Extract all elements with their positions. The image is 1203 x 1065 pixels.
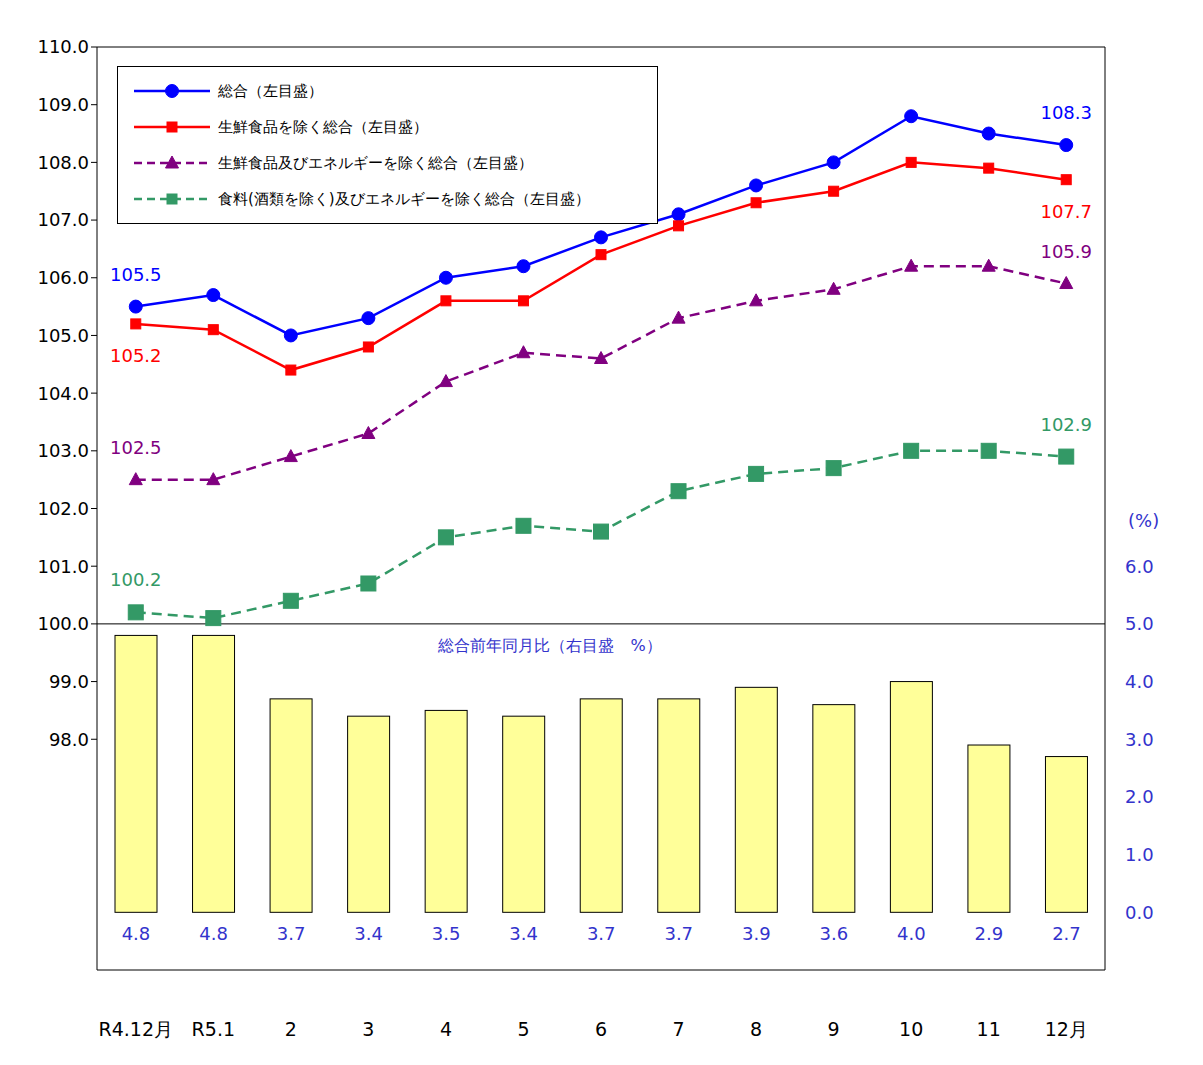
html-text:生鮮食品を除く総合（左目盛）: 生鮮食品を除く総合（左目盛） [218,117,428,136]
html-text:総合（左目盛）: 総合（左目盛） [218,81,323,100]
svg-text:102.0: 102.0 [37,498,89,519]
html-text:生鮮食品及びエネルギーを除く総合（左目盛）: 生鮮食品及びエネルギーを除く総合（左目盛） [218,153,533,172]
svg-text:0.0: 0.0 [1125,902,1154,923]
svg-text:8: 8 [750,1018,762,1040]
svg-text:6.0: 6.0 [1125,556,1154,577]
svg-text:2.9: 2.9 [975,923,1004,944]
svg-text:3.5: 3.5 [432,923,461,944]
svg-text:105.2: 105.2 [110,345,162,366]
svg-text:105.5: 105.5 [110,264,162,285]
svg-text:4.8: 4.8 [122,923,151,944]
svg-text:99.0: 99.0 [49,671,89,692]
svg-text:106.0: 106.0 [37,267,89,288]
svg-text:4: 4 [440,1018,452,1040]
svg-text:4.0: 4.0 [1125,671,1154,692]
svg-text:3.4: 3.4 [509,923,538,944]
svg-text:100.0: 100.0 [37,613,89,634]
svg-text:9: 9 [828,1018,840,1040]
svg-text:5.0: 5.0 [1125,613,1154,634]
svg-text:102.5: 102.5 [110,437,162,458]
html-text:食料(酒類を除く)及びエネルギーを除く総合（左目盛）: 食料(酒類を除く)及びエネルギーを除く総合（左目盛） [218,189,590,208]
svg-text:4.8: 4.8 [199,923,228,944]
svg-text:3.7: 3.7 [277,923,306,944]
svg-text:107.0: 107.0 [37,209,89,230]
svg-text:R5.1: R5.1 [192,1018,235,1040]
svg-text:105.9: 105.9 [1040,241,1092,262]
svg-text:3.0: 3.0 [1125,729,1154,750]
svg-text:5: 5 [517,1018,529,1040]
svg-text:1.0: 1.0 [1125,844,1154,865]
svg-text:3.7: 3.7 [664,923,693,944]
svg-text:107.7: 107.7 [1040,201,1092,222]
svg-text:110.0: 110.0 [37,36,89,57]
html-text:総合前年同月比（右目盛 %）: 総合前年同月比（右目盛 %） [438,636,662,655]
svg-text:6: 6 [595,1018,607,1040]
svg-text:3.7: 3.7 [587,923,616,944]
svg-text:98.0: 98.0 [49,729,89,750]
svg-text:108.0: 108.0 [37,152,89,173]
svg-text:2.7: 2.7 [1052,923,1081,944]
svg-text:3: 3 [362,1018,374,1040]
svg-text:7: 7 [672,1018,684,1040]
svg-text:2.0: 2.0 [1125,786,1154,807]
svg-text:103.0: 103.0 [37,440,89,461]
svg-text:3.6: 3.6 [820,923,849,944]
svg-text:100.2: 100.2 [110,569,162,590]
svg-text:11: 11 [977,1018,1001,1040]
svg-text:101.0: 101.0 [37,556,89,577]
svg-text:102.9: 102.9 [1040,414,1092,435]
svg-text:2: 2 [285,1018,297,1040]
svg-text:3.9: 3.9 [742,923,771,944]
svg-text:10: 10 [899,1018,923,1040]
svg-text:104.0: 104.0 [37,383,89,404]
svg-text:108.3: 108.3 [1040,102,1092,123]
svg-text:4.0: 4.0 [897,923,926,944]
svg-text:R4.12月: R4.12月 [99,1018,174,1040]
svg-text:12月: 12月 [1045,1018,1088,1040]
svg-text:105.0: 105.0 [37,325,89,346]
svg-text:109.0: 109.0 [37,94,89,115]
svg-text:3.4: 3.4 [354,923,383,944]
